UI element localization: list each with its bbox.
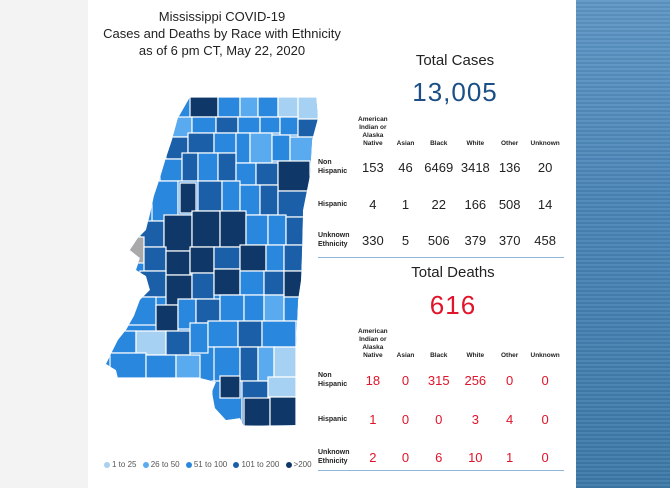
table-row: Non Hispanic 18 0 315 256 0 0 [318, 360, 564, 400]
legend-swatch-3 [185, 461, 192, 468]
table-row: Unknown Ethnicity 2 0 6 10 1 0 [318, 438, 564, 476]
legend-label: 101 to 200 [241, 460, 280, 469]
cases-cell: 379 [464, 232, 487, 248]
deaths-row-label: Non Hispanic [318, 372, 348, 388]
cases-row-label: Unknown Ethnicity [318, 232, 350, 248]
total-deaths-heading: Total Deaths [411, 264, 495, 281]
cases-divider [318, 257, 564, 258]
cases-cell: 136 [498, 159, 521, 175]
cases-cell: 1 [401, 196, 410, 212]
deaths-col-header: Black [430, 352, 448, 359]
cases-cell: 14 [537, 196, 553, 212]
deaths-table: American Indian or Alaska Native Asian B… [318, 328, 564, 476]
cases-cell: 153 [361, 159, 384, 175]
deaths-col-header: Other [500, 352, 519, 359]
cases-cell: 458 [534, 232, 556, 248]
deaths-cell: 3 [471, 411, 479, 427]
table-row: Hispanic 4 1 22 166 508 14 [318, 186, 564, 222]
cases-col-header: Asian [396, 140, 415, 147]
deaths-divider [318, 470, 564, 471]
total-deaths-value: 616 [429, 290, 477, 320]
cases-cell: 508 [498, 196, 521, 212]
right-background-panel [576, 0, 670, 488]
deaths-corner-cell [318, 328, 355, 360]
legend-label: 26 to 50 [150, 460, 180, 469]
cases-cell: 370 [498, 232, 521, 248]
table-row: Unknown Ethnicity 330 5 506 379 370 458 [318, 222, 564, 258]
deaths-cell: 0 [401, 449, 410, 465]
deaths-cell: 18 [365, 372, 381, 388]
legend-swatch-2 [142, 461, 149, 468]
legend-swatch-5 [285, 461, 292, 468]
cases-cell: 166 [464, 196, 487, 212]
title-line-1: Mississippi COVID-19 [158, 9, 286, 24]
legend-item: >200 [285, 460, 312, 469]
deaths-cell: 10 [468, 449, 483, 465]
table-row: Non Hispanic 153 46 6469 3418 136 20 [318, 148, 564, 186]
deaths-cell: 1 [369, 411, 377, 427]
legend-item: 1 to 25 [104, 460, 136, 469]
deaths-cell: 0 [435, 411, 443, 427]
deaths-cell: 4 [506, 411, 514, 427]
title-line-2: Cases and Deaths by Race with Ethnicity [103, 26, 341, 41]
cases-col-header: Unknown [530, 140, 560, 147]
deaths-row-label: Unknown Ethnicity [318, 449, 350, 465]
cases-col-header: American Indian or Alaska Native [358, 116, 388, 147]
title-line-3: as of 6 pm CT, May 22, 2020 [138, 43, 306, 58]
cases-cell: 5 [401, 232, 410, 248]
deaths-col-header: Asian [396, 352, 415, 359]
deaths-cell: 315 [427, 372, 450, 388]
legend-item: 26 to 50 [142, 460, 180, 469]
deaths-row-label: Hispanic [318, 415, 348, 423]
cases-cell: 4 [369, 196, 377, 212]
deaths-col-header: American Indian or Alaska Native [358, 328, 388, 359]
deaths-cell: 0 [401, 411, 410, 427]
table-row: Hispanic 1 0 0 3 4 0 [318, 400, 564, 438]
cases-cell: 330 [361, 232, 384, 248]
deaths-cell: 0 [541, 372, 549, 388]
legend-label: 1 to 25 [112, 460, 137, 469]
cases-corner-cell [318, 116, 355, 148]
cases-cell: 6469 [424, 159, 454, 175]
deaths-cell: 0 [541, 449, 549, 465]
legend-swatch-1 [104, 461, 110, 468]
deaths-cell: 0 [401, 372, 410, 388]
legend-label: >200 [293, 460, 312, 469]
total-cases-heading: Total Cases [415, 52, 495, 69]
cases-col-header: Other [500, 140, 519, 147]
legend-label: 51 to 100 [193, 460, 228, 469]
cases-cell: 46 [398, 159, 413, 175]
deaths-cell: 0 [541, 411, 549, 427]
legend-swatch-4 [233, 461, 240, 468]
deaths-cell: 2 [369, 449, 377, 465]
deaths-cell: 256 [464, 372, 487, 388]
cases-col-header: Black [430, 140, 448, 147]
deaths-col-header: White [466, 352, 485, 359]
total-cases-value: 13,005 [412, 77, 498, 107]
deaths-cell: 6 [435, 449, 443, 465]
legend-item: 101 to 200 [233, 460, 279, 469]
map-legend: 1 to 25 26 to 50 51 to 100 101 to 200 >2… [104, 460, 316, 469]
cases-row-label: Hispanic [318, 200, 348, 208]
cases-row-label: Non Hispanic [318, 159, 348, 175]
legend-item: 51 to 100 [185, 460, 228, 469]
infographic-title: Mississippi COVID-19 Cases and Deaths by… [92, 8, 352, 59]
deaths-cell: 1 [506, 449, 514, 465]
cases-cell: 20 [537, 159, 553, 175]
cases-cell: 506 [427, 232, 450, 248]
cases-col-header: White [466, 140, 485, 147]
deaths-col-header: Unknown [530, 352, 560, 359]
cases-table: American Indian or Alaska Native Asian B… [318, 116, 564, 258]
cases-cell: 3418 [460, 159, 490, 175]
cases-cell: 22 [431, 196, 446, 212]
deaths-cell: 0 [506, 372, 514, 388]
left-margin [0, 0, 88, 488]
